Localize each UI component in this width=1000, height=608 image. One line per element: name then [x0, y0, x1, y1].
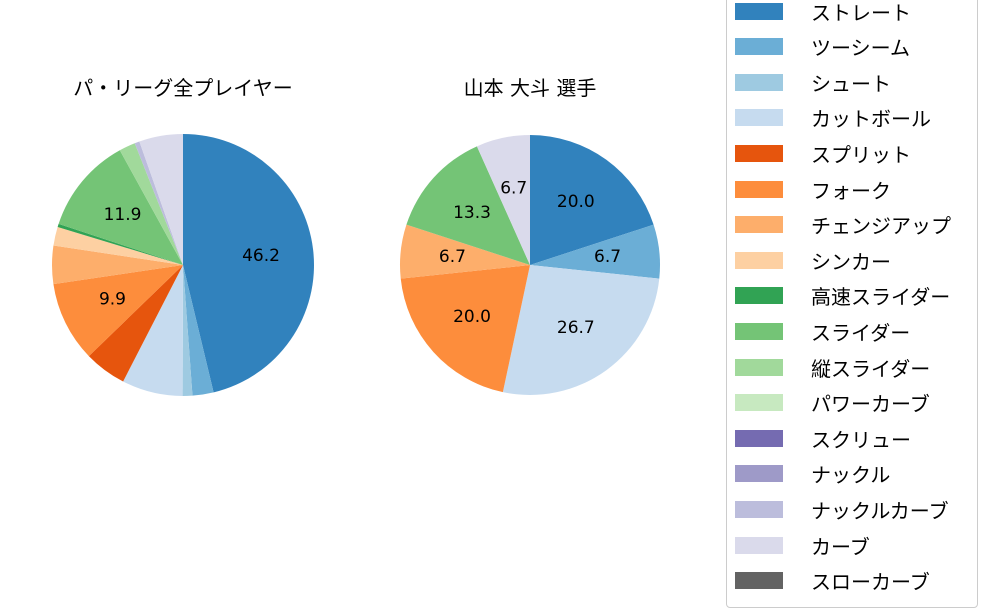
legend-swatch [735, 500, 783, 518]
legend-label: カーブ [811, 534, 870, 559]
pie-slice [134, 141, 183, 265]
legend-swatch [735, 144, 783, 162]
legend-swatch [735, 38, 783, 56]
legend-label: 縦スライダー [811, 356, 931, 381]
legend-label: スクリュー [811, 427, 911, 452]
legend-item: フォーク [735, 177, 891, 203]
pie-slice [530, 224, 661, 279]
pie-slice [123, 265, 183, 396]
legend-item: シンカー [735, 248, 891, 274]
legend-swatch [735, 2, 783, 20]
legend-item: チェンジアップ [735, 213, 951, 239]
legend-swatch [735, 180, 783, 198]
legend-swatch [735, 429, 783, 447]
legend-item: ナックルカーブ [735, 497, 949, 523]
slice-value-label: 46.2 [242, 246, 280, 266]
legend-swatch [735, 394, 783, 412]
legend-item: パワーカーブ [735, 391, 930, 417]
legend-label: ナックル [811, 463, 891, 488]
slice-value-label: 20.0 [453, 307, 491, 327]
pie-slice [58, 150, 184, 265]
pie-slice [119, 143, 183, 265]
legend-swatch [735, 465, 783, 483]
pie-slice [406, 146, 530, 265]
legend-swatch [735, 322, 783, 340]
legend-label: パワーカーブ [811, 392, 930, 417]
legend-swatch [735, 572, 783, 590]
legend-label: スローカーブ [811, 570, 930, 595]
slice-value-label: 6.7 [500, 179, 527, 199]
slice-value-label: 13.3 [453, 203, 491, 223]
legend-label: シュート [811, 71, 891, 96]
legend-label: ナックルカーブ [811, 498, 949, 523]
pie-slice [88, 265, 183, 382]
pie-slice [400, 224, 530, 279]
legend-label: スプリット [811, 142, 911, 167]
pie-slice [139, 134, 183, 265]
legend-item: ナックル [735, 462, 891, 488]
legend-item: 高速スライダー [735, 284, 951, 310]
pie-slice [53, 265, 183, 357]
right-chart-title: 山本 大斗 選手 [463, 76, 597, 100]
legend-item: ツーシーム [735, 35, 910, 61]
legend-item: スプリット [735, 141, 911, 167]
left-chart-title: パ・リーグ全プレイヤー [73, 76, 293, 100]
pie-slice [57, 223, 183, 265]
pie-slice [476, 135, 530, 265]
legend-label: フォーク [811, 178, 891, 203]
legend-swatch [735, 358, 783, 376]
pie-slice [400, 265, 530, 393]
legend-label: シンカー [811, 249, 891, 274]
legend: ストレートツーシームシュートカットボール スプリットフォークチェンジアップ シンカー… [726, 0, 978, 608]
player-pie-chart: 20.0 6.7 26.7 20.0 6.7 13.3 6.7 [400, 135, 661, 396]
legend-item: スライダー [735, 319, 911, 345]
legend-label: チェンジアップ [811, 214, 951, 239]
league-pie-chart: 46.2 9.9 11.9 [51, 134, 314, 396]
pie-slice [53, 227, 184, 265]
legend-label: 高速スライダー [811, 285, 951, 310]
legend-label: ストレート [811, 0, 911, 25]
pie-slice [182, 265, 193, 396]
legend-item: シュート [735, 70, 891, 96]
legend-swatch [735, 536, 783, 554]
slice-value-label: 6.7 [594, 247, 621, 267]
legend-item: カットボール [735, 106, 931, 132]
legend-swatch [735, 73, 783, 91]
pie-slice [51, 245, 183, 285]
legend-item: カーブ [735, 533, 870, 559]
legend-item: スクリュー [735, 426, 911, 452]
pie-slice [183, 134, 314, 393]
slice-value-label: 6.7 [439, 247, 466, 267]
pie-slice [502, 265, 660, 396]
slice-value-label: 9.9 [99, 290, 126, 310]
pie-slice [530, 135, 654, 265]
slice-value-label: 20.0 [557, 192, 595, 212]
legend-label: ツーシーム [811, 36, 910, 61]
legend-swatch [735, 109, 783, 127]
legend-item: ストレート [735, 0, 911, 25]
legend-swatch [735, 251, 783, 269]
legend-item: 縦スライダー [735, 355, 931, 381]
slice-value-label: 11.9 [104, 205, 142, 225]
legend-swatch [735, 287, 783, 305]
pie-slice [183, 265, 214, 396]
legend-label: スライダー [811, 320, 911, 345]
legend-label: カットボール [811, 107, 931, 132]
slice-value-label: 26.7 [557, 318, 595, 338]
legend-swatch [735, 216, 783, 234]
legend-item: スローカーブ [735, 569, 930, 595]
